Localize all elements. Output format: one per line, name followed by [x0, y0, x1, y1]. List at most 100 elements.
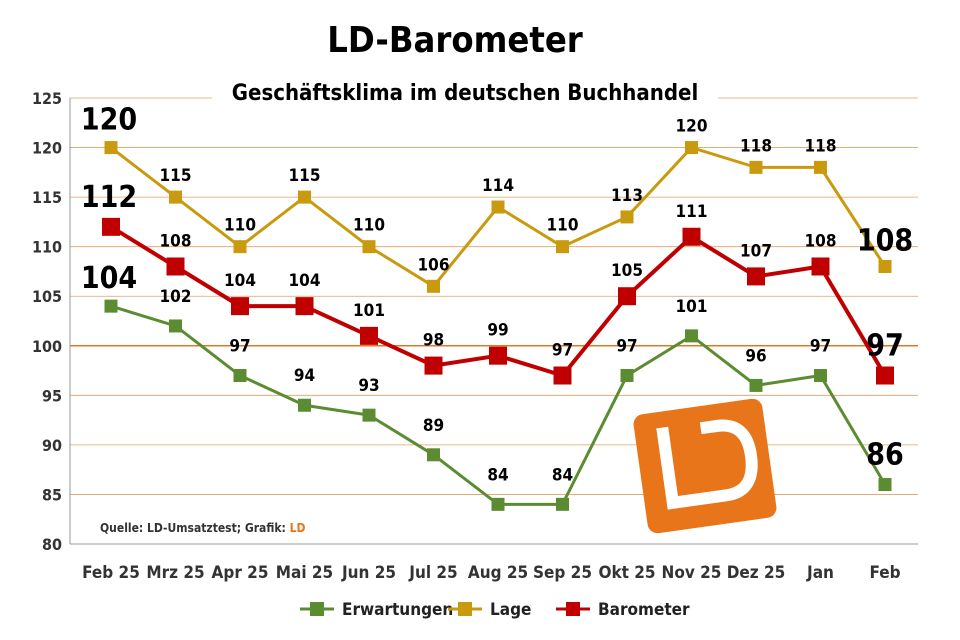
marker-lage: [427, 279, 440, 293]
data-label-barometer: 99: [487, 321, 508, 341]
marker-erwartungen: [556, 497, 569, 511]
marker-erwartungen: [491, 497, 505, 511]
data-label-barometer: 104: [224, 271, 256, 291]
x-axis: Feb 25 Mrz 25 Apr 25 Mai 25 Jun 25 Jul 25 Aug …: [70, 543, 918, 583]
data-label-lage: 106: [418, 255, 450, 275]
marker-barometer: [682, 227, 701, 246]
x-tick-label: Aug 25: [468, 563, 528, 583]
data-label-erwartungen: 89: [423, 416, 444, 436]
marker-barometer: [102, 217, 120, 236]
data-label-erwartungen: 96: [745, 346, 766, 366]
marker-lage: [362, 240, 376, 254]
x-tick-label: Jan: [806, 563, 834, 583]
marker-lage: [233, 240, 247, 254]
marker-lage: [749, 160, 763, 174]
legend-marker-erwartungen: [310, 602, 324, 616]
data-label-barometer: 97: [552, 341, 573, 361]
y-tick-label: 110: [32, 238, 62, 257]
data-label-barometer: 112: [81, 180, 137, 215]
marker-lage: [491, 200, 505, 214]
y-tick-label: 80: [42, 535, 62, 554]
marker-barometer: [424, 356, 443, 375]
legend: Erwartungen Lage Barometer: [300, 600, 690, 620]
marker-lage: [620, 210, 634, 224]
data-label-lage: 110: [224, 216, 256, 236]
grid-lines: [70, 97, 918, 495]
marker-erwartungen: [620, 369, 634, 383]
data-label-barometer: 101: [353, 301, 385, 321]
data-label-barometer: 105: [611, 261, 643, 281]
data-label-barometer: 108: [160, 231, 192, 251]
marker-lage: [814, 160, 827, 174]
legend-marker-lage: [458, 602, 472, 616]
marker-lage: [878, 259, 892, 273]
marker-erwartungen: [878, 478, 892, 492]
data-label-barometer: 104: [289, 271, 321, 291]
data-label-barometer: 108: [805, 231, 837, 251]
data-label-lage: 115: [160, 166, 192, 186]
x-tick-label: Nov 25: [662, 563, 722, 583]
marker-lage: [298, 190, 311, 204]
x-tick-label: Jul 25: [408, 563, 457, 583]
marker-barometer: [618, 287, 636, 306]
marker-erwartungen: [685, 329, 698, 343]
marker-lage: [169, 190, 182, 204]
y-axis: 80 85 90 95 100 105 110 115 120 125: [32, 89, 71, 554]
data-label-barometer: 98: [423, 331, 444, 351]
data-label-erwartungen: 84: [487, 465, 508, 485]
marker-barometer: [811, 257, 830, 276]
data-label-lage: 108: [857, 223, 913, 258]
marker-barometer: [876, 366, 894, 385]
source-text: Quelle: LD-Umsatztest; Grafik:: [100, 521, 290, 535]
data-label-erwartungen: 97: [229, 337, 250, 357]
legend-label-barometer: Barometer: [598, 600, 690, 620]
marker-erwartungen: [814, 369, 827, 383]
marker-erwartungen: [104, 299, 118, 313]
data-label-erwartungen: 104: [81, 261, 137, 296]
x-tick-label: Dez 25: [727, 563, 786, 583]
marker-barometer: [166, 257, 185, 276]
data-label-erwartungen: 102: [160, 287, 192, 307]
marker-barometer: [295, 297, 314, 316]
marker-erwartungen: [749, 378, 763, 392]
x-tick-label: Feb 25: [82, 563, 140, 583]
data-label-barometer: 111: [676, 202, 708, 222]
y-tick-label: 120: [32, 139, 62, 158]
series-group: [102, 141, 894, 511]
data-label-lage: 118: [740, 136, 772, 156]
data-label-lage: 118: [805, 136, 837, 156]
y-tick-label: 90: [42, 436, 62, 455]
x-tick-label: Apr 25: [212, 563, 269, 583]
data-label-erwartungen: 101: [676, 297, 708, 317]
x-tick-label: Okt 25: [598, 563, 655, 583]
y-tick-label: 95: [42, 386, 62, 405]
legend-marker-barometer: [566, 602, 580, 616]
source-brand: LD: [290, 521, 306, 535]
data-label-erwartungen: 86: [866, 438, 904, 473]
data-labels: 104 102 97 94 93 89 84 84 97 101 96 97 86 120 115 110 11…: [81, 103, 913, 486]
marker-erwartungen: [233, 369, 247, 383]
legend-label-lage: Lage: [490, 600, 531, 620]
marker-erwartungen: [427, 448, 440, 462]
marker-barometer: [489, 346, 507, 365]
marker-lage: [556, 240, 569, 254]
x-tick-label: Sep 25: [533, 563, 592, 583]
ld-logo: [633, 398, 777, 534]
data-label-lage: 114: [482, 176, 514, 196]
source-note: Quelle: LD-Umsatztest; Grafik: LD: [100, 521, 305, 535]
data-label-barometer: 107: [740, 241, 772, 261]
marker-erwartungen: [298, 398, 311, 412]
x-tick-label: Feb: [869, 563, 900, 583]
y-tick-label: 105: [32, 287, 62, 306]
data-label-lage: 115: [289, 166, 321, 186]
y-tick-label: 85: [42, 485, 62, 504]
marker-erwartungen: [362, 408, 376, 422]
data-label-erwartungen: 97: [616, 337, 637, 357]
data-label-erwartungen: 93: [358, 376, 379, 396]
x-tick-label: Mrz 25: [146, 563, 204, 583]
x-tick-label: Jun 25: [341, 563, 396, 583]
marker-erwartungen: [169, 319, 182, 333]
marker-barometer: [231, 297, 249, 316]
marker-barometer: [553, 366, 572, 385]
